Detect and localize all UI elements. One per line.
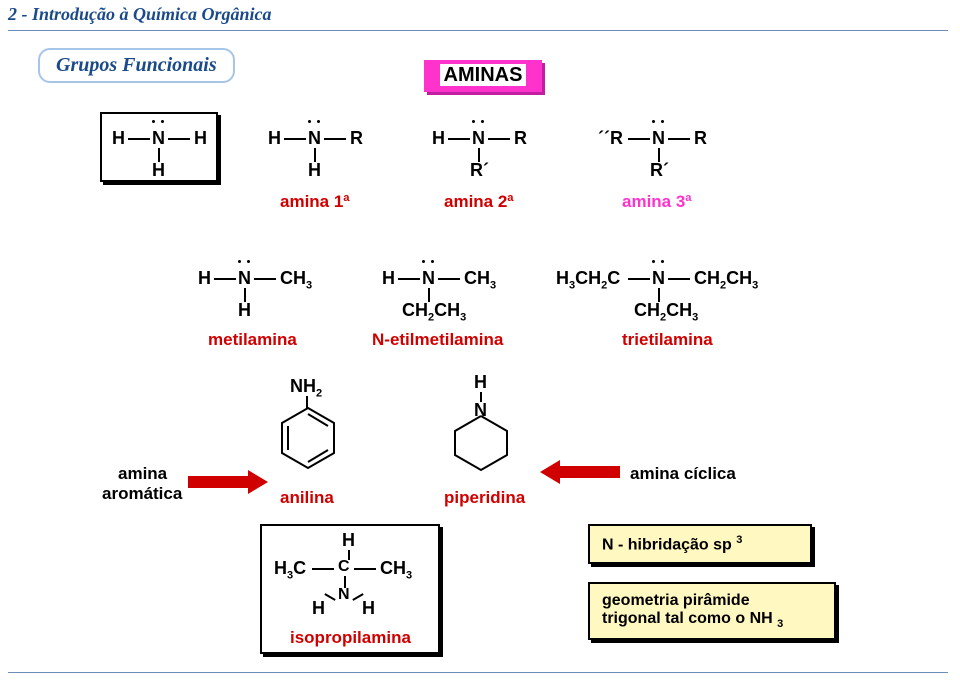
benzene-ring [278,406,338,470]
atom-n: N [422,268,435,289]
fact2-line1: geometria pirâmide [602,592,822,610]
atom-r: R [514,128,527,149]
atom-r: R [350,128,363,149]
lone-pair-dots [652,120,664,124]
atom-left-group: H3CH2C [556,268,620,292]
lone-pair-dots [308,120,320,124]
label-amina-2: amina 2ª [444,192,514,212]
bond [324,138,346,140]
label-piperidina: piperidina [444,488,525,508]
atom-h: H [312,598,325,619]
fact1-sup: 3 [736,534,742,546]
atom-h: H [382,268,395,289]
atom-h: H [432,128,445,149]
chapter-title: 2 - Introdução à Química Orgânica [8,4,272,25]
atom-right-group: CH2CH3 [694,268,758,292]
atom-h: H [238,300,251,321]
atom-r: ´´R [598,128,623,149]
bond [354,568,376,570]
bond [398,278,420,280]
bond [628,278,650,280]
bond [438,278,460,280]
atom-n: N [308,128,321,149]
atom-r: R´ [650,160,669,181]
atom-ch3: CH3 [380,558,412,582]
atom-h: H [194,128,207,149]
label-n-etilmetilamina: N-etilmetilamina [372,330,503,350]
divider-bottom [8,672,948,673]
bond [668,138,690,140]
arrow-icon [188,470,268,494]
atom-n: N [338,586,350,604]
label-amina-aromatica-2: aromática [102,484,182,504]
piperidine-ring [450,414,512,472]
atom-h: H [268,128,281,149]
lone-pair-dots [152,120,164,124]
atom-ch2ch3: CH2CH3 [402,300,466,324]
bond [668,278,690,280]
atom-n: N [652,128,665,149]
fact1-text: N - hibridação sp [602,536,732,553]
atom-h: H [342,530,355,551]
atom-n: N [652,268,665,289]
label-amina-3: amina 3ª [622,192,692,212]
bond [214,278,236,280]
label-anilina: anilina [280,488,334,508]
atom-h: H [198,268,211,289]
atom-r: R [694,128,707,149]
lone-pair-dots [652,260,664,264]
label-trietilamina: trietilamina [622,330,713,350]
bond [254,278,276,280]
bond [628,138,650,140]
bond [448,138,470,140]
atom-r: R´ [470,160,489,181]
title-box: AMINAS [424,60,542,92]
arrow-icon [540,460,620,484]
atom-n: N [238,268,251,289]
label-metilamina: metilamina [208,330,297,350]
atom-h3c: H3C [274,558,306,582]
lone-pair-dots [238,260,250,264]
atom-h: H [308,160,321,181]
label-amina-ciclica: amina cíclica [630,464,736,484]
atom-h: H [152,160,165,181]
title-box-label: AMINAS [440,64,527,86]
lone-pair-dots [422,260,434,264]
atom-h: H [112,128,125,149]
atom-n: N [152,128,165,149]
fact-box-2: geometria pirâmide trigonal tal como o N… [588,582,836,640]
atom-h: H [474,372,487,393]
bond [168,138,190,140]
section-badge: Grupos Funcionais [38,48,235,83]
atom-c: C [338,558,350,576]
divider-top [8,30,948,31]
label-isopropilamina: isopropilamina [290,628,411,648]
bond [284,138,306,140]
atom-ch3: CH3 [280,268,312,292]
bond [128,138,150,140]
lone-pair-dots [472,120,484,124]
fact2-line2: trigonal tal como o NH 3 [602,610,822,630]
fact-box-1: N - hibridação sp 3 [588,524,812,564]
label-amina-aromatica-1: amina [118,464,167,484]
bond [488,138,510,140]
atom-h: H [362,598,375,619]
label-amina-1: amina 1ª [280,192,350,212]
atom-n: N [472,128,485,149]
bond [312,568,334,570]
atom-bottom-group: CH2CH3 [634,300,698,324]
atom-ch3: CH3 [464,268,496,292]
